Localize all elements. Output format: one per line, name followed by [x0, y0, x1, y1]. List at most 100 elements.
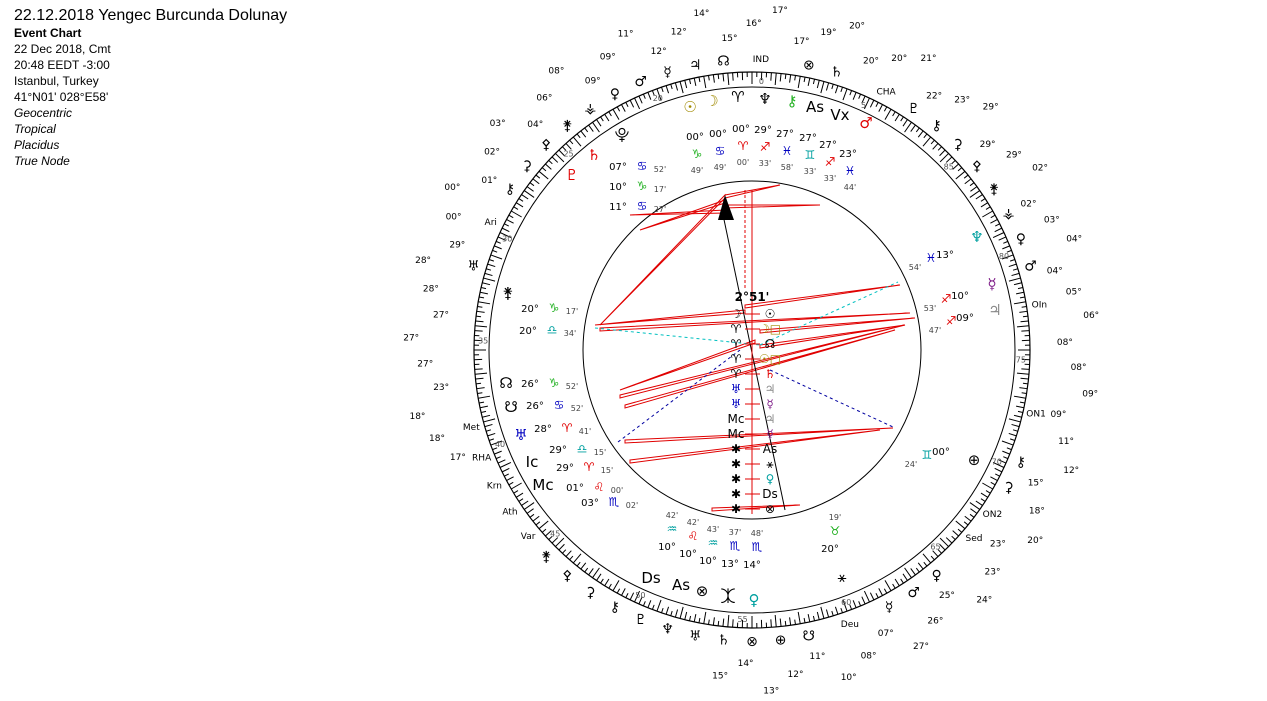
- planet-glyph: Ic: [526, 453, 539, 471]
- aspect-line: [759, 317, 916, 334]
- position-degree: 00°: [732, 124, 750, 135]
- degree-tick: [712, 617, 715, 626]
- degree-tick: [532, 178, 540, 185]
- degree-tick: [1013, 395, 1026, 399]
- degree-tick: [541, 528, 547, 533]
- degree-tick: [518, 498, 524, 502]
- position-sign: ♈: [562, 421, 573, 435]
- degree-tick: [1020, 320, 1029, 323]
- degree-tick: [732, 619, 734, 628]
- position-sign: ♌: [688, 529, 699, 543]
- position-minute: 41': [579, 427, 591, 436]
- outer-degree: 01°: [481, 176, 497, 186]
- position-minute: 17': [654, 185, 666, 194]
- position-minute: 49': [714, 163, 726, 172]
- degree-tick: [558, 543, 565, 551]
- degree-tick: [945, 156, 953, 163]
- outer-ring-glyph: ⚳: [585, 585, 595, 601]
- degree-tick: [875, 102, 879, 107]
- outer-ring-glyph: ☿: [663, 65, 672, 81]
- degree-tick: [969, 513, 975, 518]
- outer-ring-glyph: ♀: [610, 86, 620, 102]
- aspect-line: [619, 324, 906, 399]
- planet-glyph: As: [672, 576, 690, 594]
- degree-tick: [580, 130, 587, 138]
- planet-glyph: ⚹: [837, 568, 846, 586]
- position-degree: 26°: [526, 401, 544, 412]
- degree-tick: [479, 296, 485, 299]
- chart-title: 22.12.2018 Yengec Burcunda Dolunay: [14, 7, 288, 24]
- degree-tick: [513, 490, 519, 494]
- degree-tick: [555, 153, 565, 163]
- position-minute: 17': [566, 307, 578, 316]
- planet-glyph: ⊕: [968, 451, 981, 469]
- degree-tick: [538, 520, 549, 530]
- aspect-line: [744, 284, 901, 309]
- degree-tick: [478, 301, 491, 305]
- midpoint-right-glyph: ⊗: [765, 502, 775, 516]
- degree-tick: [910, 124, 916, 132]
- degree-tick: [506, 476, 514, 481]
- degree-tick: [679, 606, 684, 619]
- degree-tick: [515, 492, 524, 498]
- outer-ring-glyph: ☋: [803, 628, 815, 644]
- outer-degree: 20°: [891, 54, 907, 64]
- degree-tick: [475, 372, 488, 375]
- degree-tick: [970, 508, 978, 514]
- ring-degree-number: 0: [759, 77, 764, 86]
- degree-tick: [693, 77, 697, 87]
- degree-tick: [1013, 301, 1026, 305]
- degree-tick: [476, 315, 482, 318]
- ring-degree-number: 65: [930, 543, 940, 552]
- position-sign: ♈: [738, 139, 749, 153]
- degree-tick: [784, 620, 787, 626]
- degree-tick: [612, 580, 620, 592]
- degree-tick: [1022, 315, 1028, 318]
- degree-tick: [937, 549, 942, 554]
- sextile-aspect-line: [594, 327, 761, 346]
- degree-tick: [523, 190, 535, 198]
- outer-ring-glyph: ♀: [1016, 232, 1026, 248]
- degree-tick: [917, 562, 924, 570]
- position-sign: ♌: [594, 480, 605, 494]
- position-minute: 52': [654, 165, 666, 174]
- chart-time: 20:48 EEDT -3:00: [14, 58, 110, 72]
- degree-tick: [939, 543, 946, 551]
- planet-glyph: ⯓: [615, 126, 630, 144]
- outer-degree: 02°: [484, 148, 500, 158]
- degree-tick: [529, 513, 535, 518]
- position-minute: 34': [564, 329, 576, 338]
- degree-tick: [592, 121, 600, 133]
- position-minute: 37': [729, 528, 741, 537]
- degree-tick: [665, 85, 670, 94]
- outer-ring-glyph: ⊕: [775, 633, 787, 649]
- degree-tick: [651, 604, 655, 610]
- degree-tick: [831, 84, 834, 90]
- outer-ring-glyph: ♄: [717, 633, 730, 649]
- degree-tick: [487, 432, 496, 437]
- degree-tick: [584, 127, 589, 133]
- degree-tick: [494, 245, 502, 250]
- degree-tick: [998, 459, 1007, 464]
- degree-tick: [642, 601, 646, 607]
- degree-tick: [551, 156, 559, 163]
- degree-tick: [515, 202, 524, 208]
- degree-tick: [532, 515, 540, 522]
- degree-tick: [679, 81, 684, 94]
- outer-degree: 29°: [980, 140, 996, 150]
- degree-tick: [794, 619, 796, 625]
- outer-ring-glyph: ♄: [830, 65, 843, 81]
- degree-tick: [1021, 306, 1027, 308]
- position-minute: 49': [691, 166, 703, 175]
- position-sign: ♐: [946, 314, 957, 328]
- planet-glyph: ☽: [705, 92, 718, 110]
- degree-tick: [797, 76, 801, 89]
- pointer-marker: [718, 195, 734, 220]
- outer-degree: 14°: [738, 659, 754, 669]
- ring-degree-number: 80: [999, 252, 1009, 261]
- outer-ring-glyph: ⚶: [584, 101, 596, 117]
- position-sign: ♈: [584, 460, 595, 474]
- aspect-line: [599, 312, 911, 332]
- position-sign: ♑: [637, 179, 648, 193]
- outer-ring-glyph: ⊗: [746, 634, 758, 650]
